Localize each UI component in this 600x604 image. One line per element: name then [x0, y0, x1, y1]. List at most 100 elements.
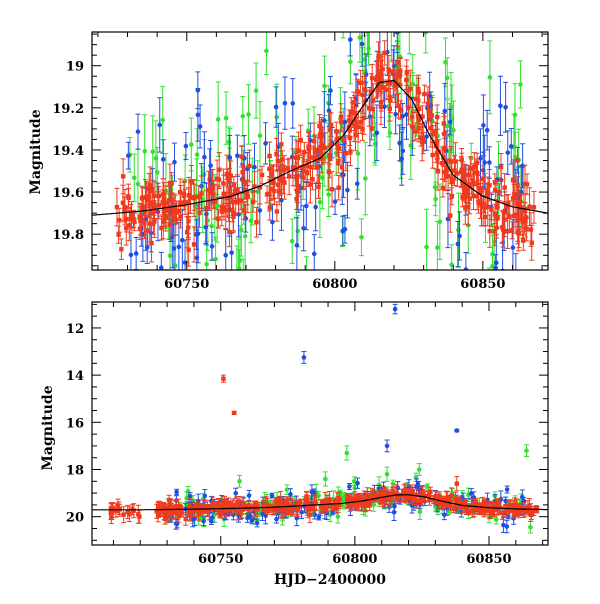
top-green-series-point — [322, 84, 327, 89]
top-green-series-point — [456, 228, 461, 233]
top-red-series-point — [468, 166, 472, 170]
top-red-series-point — [481, 177, 485, 181]
top-blue-series-point — [134, 251, 139, 256]
top-red-series-point — [356, 125, 360, 129]
top-blue-series-point — [229, 250, 234, 255]
top-red-series-point — [187, 193, 191, 197]
top-red-series-point — [279, 176, 283, 180]
top-green-series-point — [274, 115, 279, 120]
top-green-series-point — [435, 245, 440, 250]
top-red-series-point — [121, 174, 125, 178]
top-blue-series-point — [196, 113, 201, 118]
top-red-series-point — [275, 209, 279, 213]
top-red-series-point — [363, 87, 367, 91]
top-red-series-point — [301, 175, 305, 179]
top-red-series-point — [247, 164, 251, 168]
top-red-series-point — [260, 173, 264, 177]
top-green-series-point — [424, 245, 429, 250]
top-blue-series-point — [485, 128, 490, 133]
top-blue-series-point — [397, 141, 402, 146]
top-red-series-point — [265, 192, 269, 196]
top-red-series-point — [271, 181, 275, 185]
top-blue-series-point — [494, 260, 499, 265]
top-red-series-point — [142, 205, 146, 209]
top-green-series-point — [389, 22, 394, 27]
top-red-series-point — [192, 242, 196, 246]
top-blue-series-point — [136, 129, 141, 134]
top-red-series-point — [393, 84, 397, 88]
top-red-series-point — [336, 161, 340, 165]
top-blue-series-point — [210, 244, 215, 249]
top-green-series-point — [341, 1, 346, 6]
top-blue-series-point — [393, 112, 398, 117]
top-blue-series-point — [511, 245, 516, 250]
top-red-series-point — [488, 229, 492, 233]
top-red-series-point — [441, 186, 445, 190]
top-blue-series-point — [328, 88, 333, 93]
top-green-series-point — [209, 224, 214, 229]
top-red-series-point — [521, 238, 525, 242]
bottom-blue-series-point — [520, 495, 525, 500]
top-red-series-point — [341, 138, 345, 142]
top-red-series-point — [328, 128, 332, 132]
top-red-series-point — [371, 107, 375, 111]
top-blue-series-point — [184, 144, 189, 149]
top-red-series-point — [161, 220, 165, 224]
top-red-series-point — [442, 132, 446, 136]
top-green-series-point — [254, 88, 259, 93]
top-red-series-point — [124, 226, 128, 230]
top-green-series-point — [224, 116, 229, 121]
top-blue-series-point — [322, 118, 327, 123]
top-red-series-point — [239, 155, 243, 159]
top-red-series-point — [523, 182, 527, 186]
top-blue-series-point — [355, 181, 360, 186]
bottom-blue-series-point — [250, 519, 255, 524]
top-blue-series-point — [290, 155, 295, 160]
top-red-series-point — [206, 188, 210, 192]
top-red-series-point — [410, 115, 414, 119]
bottom-green-series-point — [336, 514, 341, 519]
top-green-series-point — [204, 262, 209, 267]
top-red-series-point — [414, 97, 418, 101]
top-green-series-point — [359, 235, 364, 240]
top-red-series-point — [512, 214, 516, 218]
top-red-series-point — [221, 192, 225, 196]
top-green-series-point — [443, 60, 448, 65]
top-red-series-point — [286, 166, 290, 170]
top-red-series-point — [246, 194, 250, 198]
top-green-series-point — [488, 75, 493, 80]
top-green-series-point — [136, 182, 141, 187]
top-red-series-point — [502, 185, 506, 189]
top-red-series-point — [185, 230, 189, 234]
top-red-series-point — [117, 218, 121, 222]
top-green-series-point — [296, 229, 301, 234]
top-red-series-point — [178, 214, 182, 218]
top-blue-series-point — [377, 23, 382, 28]
top-red-series-point — [336, 186, 340, 190]
top-blue-series-point — [129, 253, 134, 258]
top-green-series-point — [150, 149, 155, 154]
top-green-series-point — [249, 218, 254, 223]
top-red-series-point — [384, 88, 388, 92]
top-blue-series-point — [126, 153, 131, 158]
bottom-blue-series-point — [392, 504, 397, 509]
top-green-series-point — [173, 310, 178, 315]
bottom-blue-series-point — [188, 494, 193, 499]
top-red-series-point — [530, 241, 534, 245]
top-blue-series-point — [221, 286, 226, 291]
top-green-series-point — [366, 2, 371, 7]
bottom-blue-series-point — [505, 487, 510, 492]
top-red-series-point — [148, 221, 152, 225]
top-red-series-point — [376, 55, 380, 59]
top-y-tick-label: 19.4 — [52, 144, 84, 159]
top-blue-series-point — [514, 274, 519, 279]
top-blue-series-point — [375, 131, 380, 136]
top-blue-series-point — [283, 101, 288, 106]
bottom-blue-series-point — [355, 481, 360, 486]
top-blue-series-point — [448, 120, 453, 125]
top-red-series-point — [336, 147, 340, 151]
top-blue-series-point — [274, 105, 279, 110]
bottom-blue-series-point — [255, 521, 260, 526]
